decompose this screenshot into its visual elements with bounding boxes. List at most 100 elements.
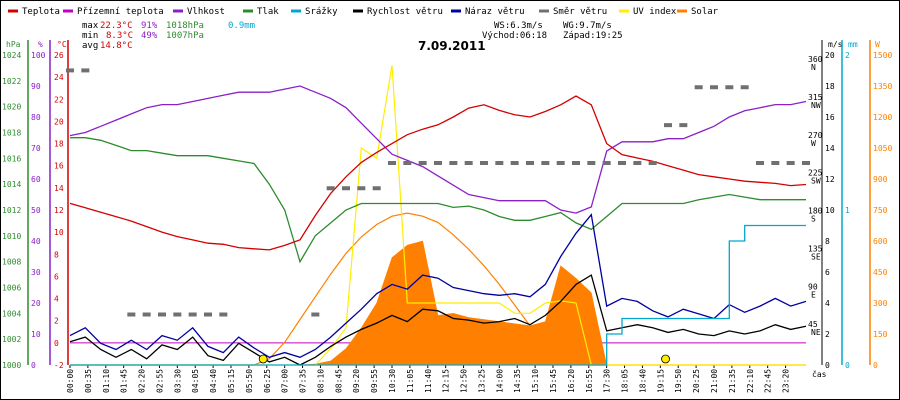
sunset-marker [661,354,670,364]
time-tick-18: 10:30 [388,369,397,393]
time-tick-1: 00:35 [84,369,93,393]
wind-dir-mark-5 [142,312,151,317]
tick-w-3: 1050 [873,144,892,153]
legend-label-4: Srážky [305,7,338,17]
time-tick-10: 05:50 [245,369,254,393]
tick-temp-0: 26 [54,51,64,60]
tick-dir-label-4: S [811,215,816,224]
tick-hpa-3: 1018 [2,129,21,138]
time-tick-8: 04:40 [209,369,218,393]
tick-temp-7: 12 [54,206,64,215]
tick-ms-1: 18 [825,82,835,91]
wind-dir-mark-42 [710,85,718,90]
tick-hpa-1: 1022 [2,77,21,86]
wind-dir-mark-16 [311,312,320,317]
tick-dir-5: 135 [808,244,823,253]
tick-temp-8: 10 [54,228,64,237]
tick-temp-4: 18 [54,140,64,149]
time-tick-12: 07:00 [281,369,290,393]
wind-dir-mark-1 [81,68,90,73]
tick-temp-9: 8 [54,250,59,259]
tick-hpa-9: 1006 [2,284,21,293]
axis-unit-pct: % [38,40,43,49]
wind-dir-mark-30 [526,161,534,165]
tick-w-9: 150 [873,330,888,339]
wind-dir-mark-6 [158,312,166,317]
wind-dir-mark-4 [127,312,136,317]
axis-unit-w: W [875,40,880,49]
series-wind-gust [69,213,807,359]
time-tick-11: 06:25 [263,369,272,393]
stat-min-press: 1007hPa [166,31,204,41]
tick-pct-0: 100 [31,51,46,60]
tick-pct-6: 40 [31,237,41,246]
stat-ws: WS:6.3m/s [494,21,543,31]
time-tick-33: 19:15 [656,369,665,393]
tick-dir-0: 360 [808,55,823,64]
time-tick-13: 07:35 [299,369,308,393]
wind-dir-mark-27 [480,161,488,165]
tick-pct-5: 50 [31,206,41,215]
series-temperature [69,95,807,251]
tick-pct-10: 0 [31,361,36,370]
wind-dir-mark-38 [648,161,657,165]
tick-temp-12: 2 [54,317,59,326]
tick-hpa-10: 1004 [2,309,21,318]
tick-ms-4: 12 [825,175,835,184]
wind-dir-mark-26 [464,161,473,165]
tick-hpa-11: 1002 [2,335,21,344]
time-tick-30: 17:30 [603,369,612,393]
tick-temp-6: 14 [54,184,64,193]
time-tick-5: 02:55 [155,369,164,393]
wind-dir-mark-8 [188,312,197,317]
wind-dir-mark-47 [786,161,795,165]
time-tick-2: 01:10 [102,369,111,393]
series-humidity [69,85,807,214]
time-tick-39: 22:45 [764,369,773,393]
tick-w-4: 900 [873,175,888,184]
tick-mm-0: 2 [845,51,850,60]
stat-sunset: Západ:19:25 [563,31,623,41]
tick-pct-4: 60 [31,175,41,184]
time-tick-38: 22:10 [746,369,755,393]
tick-pct-1: 90 [31,82,41,91]
time-tick-35: 20:25 [692,369,701,393]
tick-w-6: 600 [873,237,888,246]
tick-w-7: 450 [873,268,888,277]
stat-max-temp: 22.3°C [100,21,133,31]
tick-pct-2: 80 [31,113,41,122]
wind-dir-mark-9 [204,312,212,317]
stat-max-hum: 91% [141,21,158,31]
time-tick-22: 12:50 [460,369,469,393]
legend-label-5: Rychlost větru [367,7,443,17]
tick-pct-3: 70 [31,144,41,153]
stat-min-label: min [82,31,98,41]
tick-hpa-5: 1014 [2,180,21,189]
tick-pct-7: 30 [31,268,41,277]
tick-temp-1: 24 [54,73,64,82]
time-tick-14: 08:10 [316,369,325,393]
wind-dir-mark-44 [740,85,749,90]
legend-label-1: Přízemní teplota [77,7,164,17]
tick-mm-2: 0 [845,361,850,370]
wind-dir-mark-43 [725,85,734,90]
tick-pct-9: 10 [31,330,41,339]
tick-ms-8: 4 [825,299,830,308]
legend-label-0: Teplota [22,7,60,17]
series-rain [70,224,806,366]
wind-dir-mark-39 [664,123,672,128]
wind-dir-mark-10 [219,312,228,317]
chart-title: 7.09.2011 [418,39,486,53]
wind-dir-mark-31 [541,161,550,165]
time-tick-27: 15:45 [549,369,558,393]
time-tick-20: 11:40 [424,369,433,393]
tick-pct-8: 20 [31,299,41,308]
time-tick-7: 04:05 [191,369,200,393]
tick-ms-0: 20 [825,51,835,60]
time-tick-0: 00:00 [66,369,75,393]
wind-dir-mark-32 [556,161,565,165]
tick-temp-5: 16 [54,162,64,171]
wind-dir-mark-22 [403,161,412,165]
stat-avg-label: avg [82,41,98,51]
tick-mm-1: 1 [845,206,850,215]
